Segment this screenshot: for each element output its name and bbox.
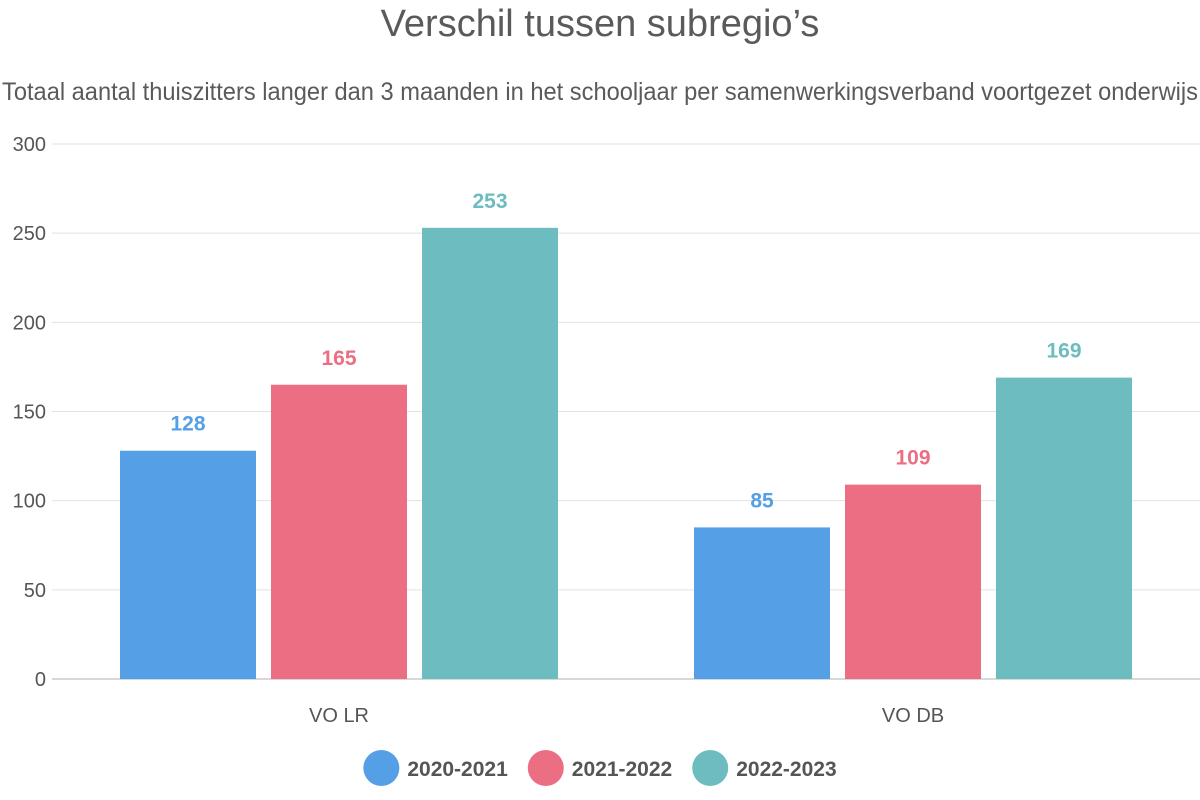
legend-label: 2022-2023 [736,758,836,781]
y-axis: 0 50 100 150 200 250 300 [13,134,46,691]
bars [120,227,1132,680]
data-label: 128 [170,413,205,436]
legend-item[interactable]: 2021-2022 [527,750,672,786]
legend-item[interactable]: 2020-2021 [363,750,508,786]
legend-marker [527,750,564,786]
data-labels: 128 165 253 85 109 169 [170,190,1081,513]
y-tick-label: 250 [13,223,46,245]
bar[interactable] [120,450,256,679]
y-tick-label: 50 [24,580,46,602]
x-category-label: VO DB [882,705,944,727]
data-label: 165 [321,347,356,370]
legend-item[interactable]: 2022-2023 [692,750,837,786]
chart-subtitle: Totaal aantal thuiszitters langer dan 3 … [2,78,1198,106]
x-category-label: VO LR [309,705,369,727]
data-label: 85 [750,489,774,512]
bar[interactable] [271,384,407,679]
data-label: 109 [895,447,930,470]
x-axis: VO LR VO DB [309,705,944,727]
bar[interactable] [845,484,981,679]
y-tick-label: 0 [35,669,46,691]
y-tick-label: 300 [13,134,46,156]
y-tick-label: 200 [13,312,46,334]
legend[interactable]: 2020-2021 2021-2022 2022-2023 [363,750,837,786]
data-label: 169 [1046,340,1081,363]
y-tick-label: 100 [13,491,46,513]
bar[interactable] [422,227,558,680]
legend-label: 2020-2021 [407,758,508,781]
bar[interactable] [694,527,830,679]
chart-title: Verschil tussen subregio’s [381,3,820,45]
y-tick-label: 150 [13,402,46,424]
legend-label: 2021-2022 [572,758,672,781]
legend-marker [363,750,400,786]
data-label: 253 [472,190,507,213]
bar[interactable] [996,377,1132,679]
legend-marker [692,750,729,786]
